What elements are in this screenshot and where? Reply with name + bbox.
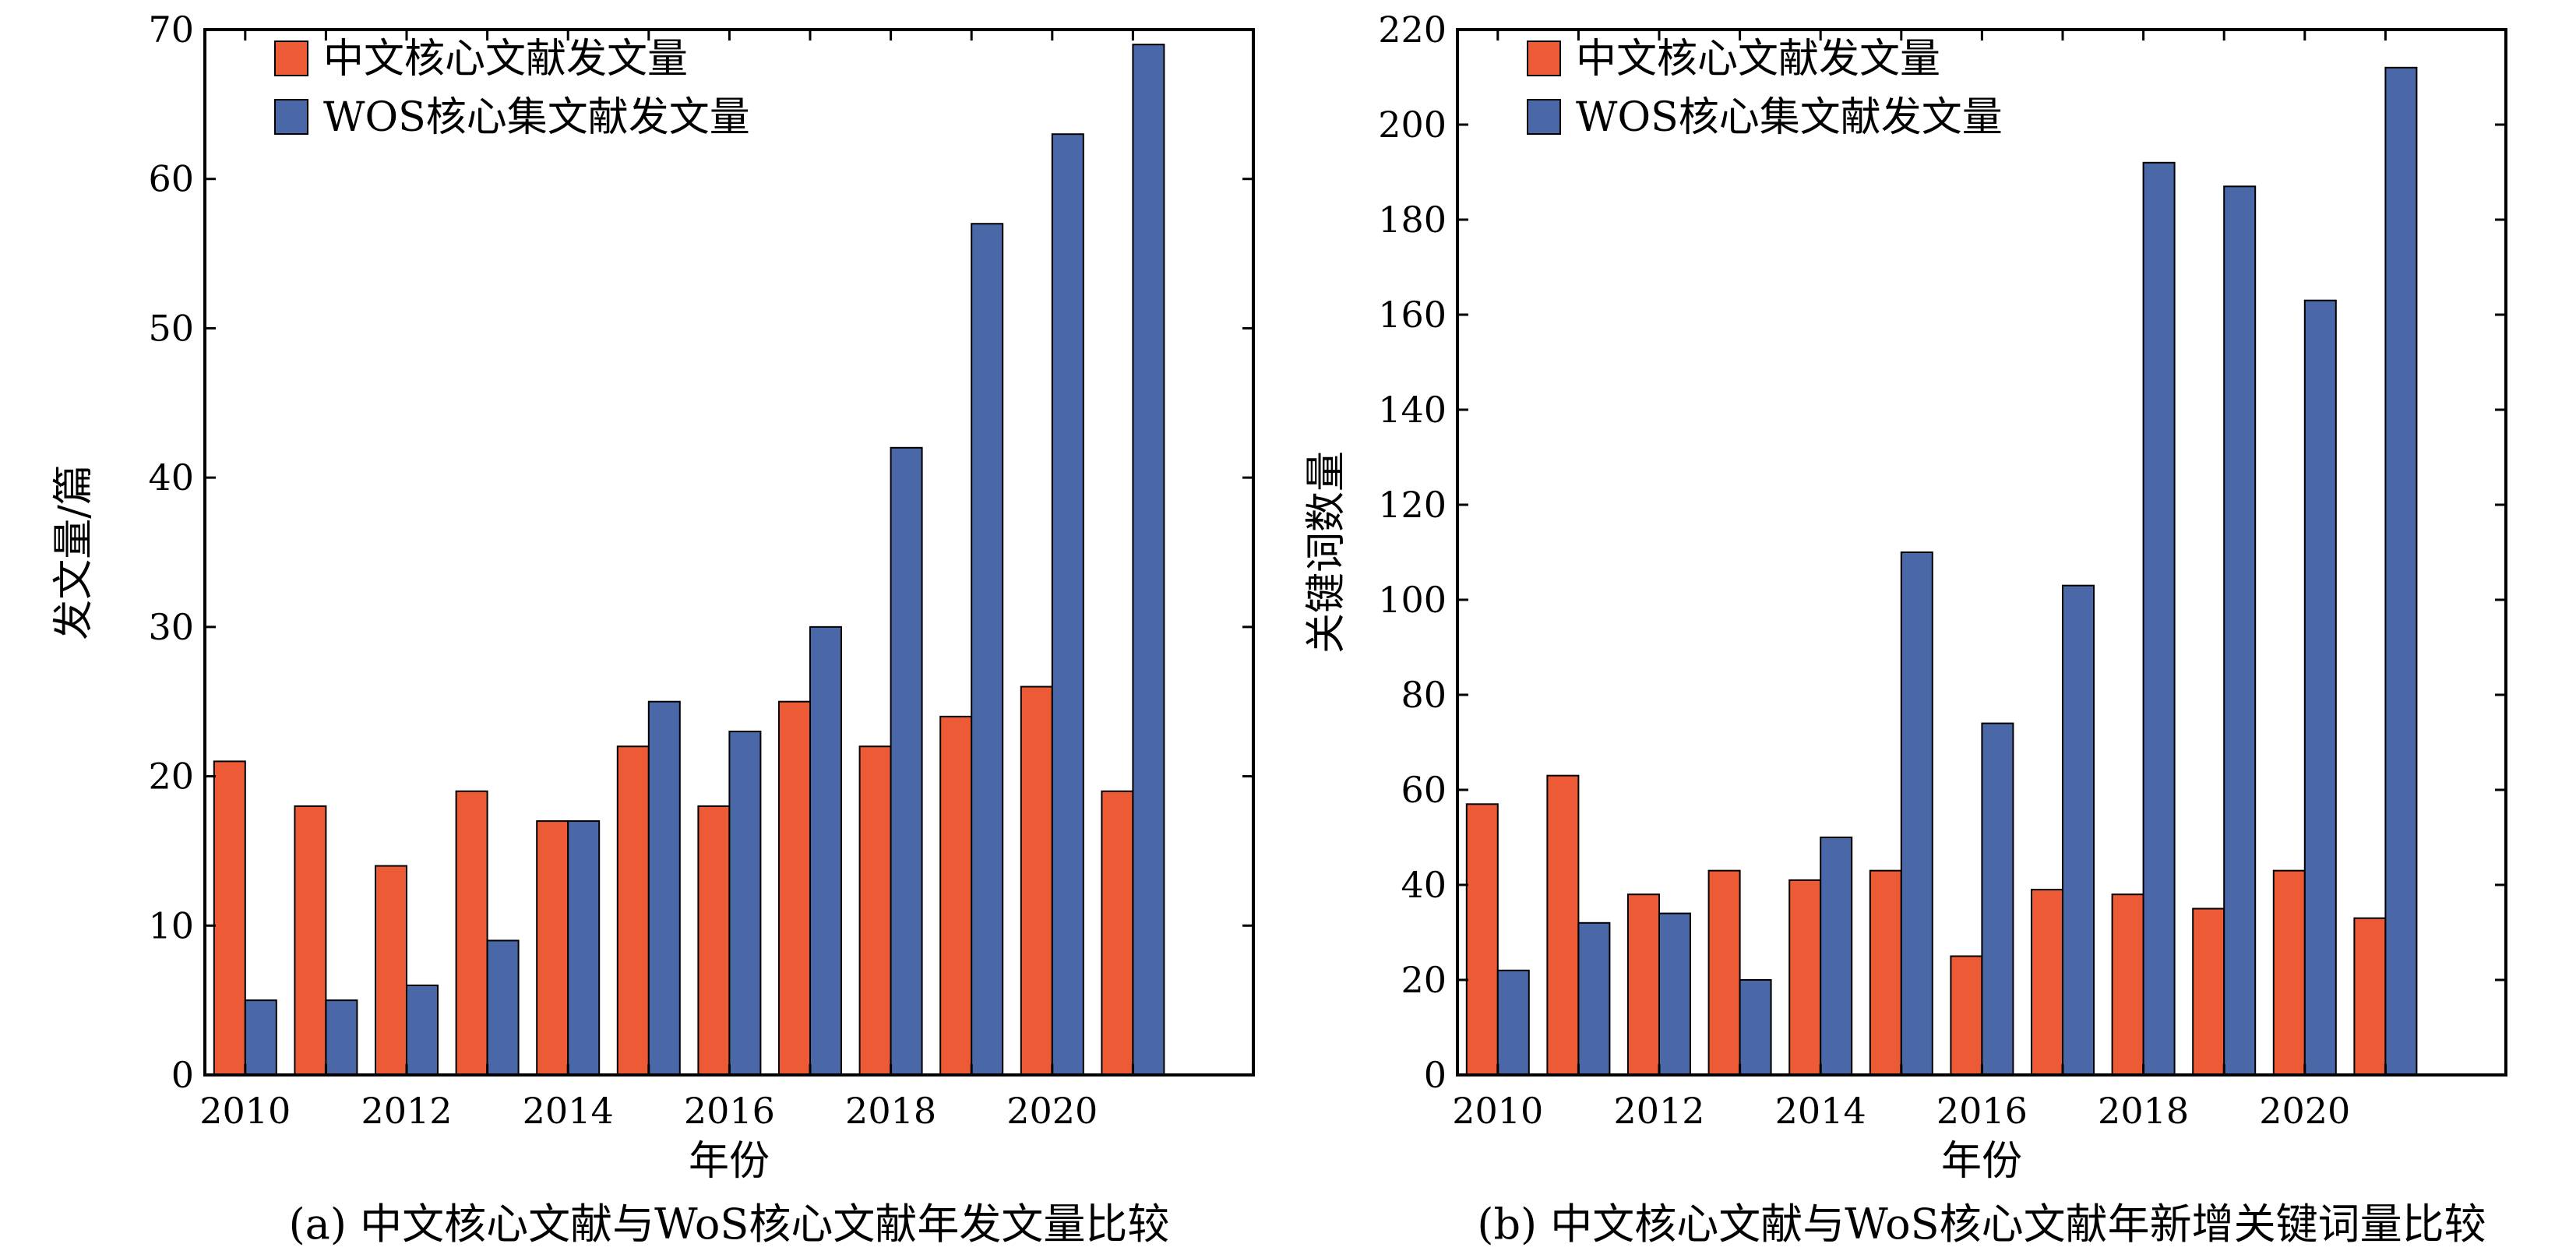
bar-wos-2021 — [2384, 66, 2418, 1076]
bar-wos-2012 — [1658, 912, 1691, 1076]
y-tick-label: 120 — [1378, 484, 1447, 526]
bar-cn-2015 — [616, 745, 650, 1076]
bar-cn-2011 — [1546, 774, 1580, 1076]
bar-wos-2014 — [567, 820, 601, 1076]
legend-swatch-cn — [1527, 41, 1561, 76]
x-tick-label-2020: 2020 — [1006, 1090, 1098, 1132]
y-axis-label: 关键词数量 — [1303, 451, 1350, 654]
y-tick-label: 40 — [148, 456, 194, 499]
bar-wos-2019 — [971, 223, 1004, 1077]
bar-wos-2016 — [728, 731, 762, 1076]
bar-wos-2010 — [1496, 969, 1530, 1077]
bar-wos-2013 — [1739, 979, 1772, 1076]
bar-wos-2019 — [2223, 185, 2257, 1076]
y-tick-label: 60 — [1401, 769, 1447, 811]
x-tick-label-2016: 2016 — [1936, 1090, 2028, 1132]
bar-cn-2017 — [778, 700, 811, 1076]
bar-cn-2016 — [1950, 955, 1983, 1076]
y-tick-label: 20 — [148, 756, 194, 798]
x-tick-label-2018: 2018 — [2098, 1090, 2189, 1132]
bar-cn-2012 — [1627, 893, 1660, 1076]
figure-caption: (b) 中文核心文献与WoS核心文献年新增关键词量比较 — [1477, 1200, 2486, 1249]
bar-cn-2017 — [2031, 889, 2063, 1076]
bar-cn-2018 — [858, 745, 892, 1076]
y-tick-label: 80 — [1401, 674, 1447, 716]
bar-cn-2010 — [213, 760, 246, 1077]
bar-cn-2018 — [2111, 893, 2144, 1076]
bar-wos-2018 — [2142, 161, 2176, 1076]
bar-wos-2013 — [486, 939, 520, 1077]
bar-cn-2019 — [939, 715, 973, 1077]
bar-wos-2012 — [406, 984, 439, 1077]
bar-wos-2017 — [809, 625, 842, 1076]
y-axis-label: 发文量/篇 — [51, 464, 97, 640]
y-tick-label: 60 — [148, 158, 194, 200]
x-tick-label-2012: 2012 — [361, 1090, 452, 1132]
bar-wos-2010 — [244, 999, 277, 1076]
bar-wos-2018 — [890, 446, 923, 1076]
y-tick-label: 0 — [1424, 1054, 1447, 1096]
x-tick-label-2016: 2016 — [684, 1090, 775, 1132]
x-tick-label-2018: 2018 — [845, 1090, 936, 1132]
bar-wos-2021 — [1132, 44, 1165, 1077]
bar-wos-2020 — [2303, 299, 2337, 1076]
y-tick-label: 50 — [148, 307, 194, 349]
y-tick-label: 20 — [1401, 959, 1447, 1001]
y-tick-label: 220 — [1378, 9, 1447, 51]
bar-cn-2016 — [697, 805, 731, 1077]
legend-label-cn: 中文核心文献发文量 — [323, 36, 688, 83]
y-tick-label: 0 — [171, 1054, 194, 1096]
y-tick-label: 40 — [1401, 864, 1447, 906]
y-tick-label: 140 — [1378, 389, 1447, 431]
legend-swatch-wos — [1527, 99, 1561, 135]
legend-label-wos: WOS核心集文献发文量 — [323, 94, 750, 141]
y-tick-label: 160 — [1378, 294, 1447, 336]
legend-swatch-wos — [274, 99, 308, 135]
bar-wos-2014 — [1820, 837, 1853, 1076]
y-tick-label: 100 — [1378, 579, 1447, 621]
x-tick-label-2020: 2020 — [2259, 1090, 2350, 1132]
x-tick-label-2010: 2010 — [199, 1090, 291, 1132]
y-tick-label: 70 — [148, 9, 194, 51]
x-tick-label-2014: 2014 — [1775, 1090, 1866, 1132]
x-axis-label: 年份 — [689, 1138, 770, 1185]
figure-caption: (a) 中文核心文献与WoS核心文献年发文量比较 — [289, 1200, 1170, 1249]
bar-cn-2019 — [2192, 907, 2225, 1076]
y-tick-label: 180 — [1378, 199, 1447, 241]
bar-wos-2020 — [1051, 133, 1084, 1077]
chart-a: 0 10 20 30 40 50 60 70 2010 2012 2014 2016 2018 2020 年… — [51, 9, 1255, 1249]
x-axis-label: 年份 — [1941, 1138, 2022, 1185]
bar-cn-2014 — [536, 820, 569, 1076]
bar-wos-2015 — [647, 700, 681, 1076]
x-tick-label-2010: 2010 — [1452, 1090, 1543, 1132]
y-tick-label: 10 — [148, 904, 194, 946]
bar-cn-2012 — [375, 865, 407, 1076]
legend-label-wos: WOS核心集文献发文量 — [1576, 94, 2003, 141]
bar-cn-2010 — [1465, 803, 1499, 1077]
bar-cn-2015 — [1869, 869, 1902, 1076]
x-tick-label-2012: 2012 — [1613, 1090, 1704, 1132]
x-tick-label-2014: 2014 — [523, 1090, 614, 1132]
bar-wos-2015 — [1900, 551, 1933, 1076]
bar-cn-2020 — [1020, 685, 1053, 1076]
bar-wos-2011 — [1577, 921, 1611, 1077]
y-tick-label: 200 — [1378, 104, 1447, 146]
bar-wos-2016 — [1981, 722, 2014, 1076]
legend-label-cn: 中文核心文献发文量 — [1576, 36, 1940, 83]
bar-cn-2014 — [1788, 879, 1822, 1077]
chart-b: 0 20 40 60 80 100 120 140 160 180 200 220 2010 2012 20… — [1303, 9, 2507, 1249]
bar-cn-2013 — [1707, 869, 1741, 1076]
bar-wos-2017 — [2062, 584, 2095, 1076]
bar-cn-2013 — [455, 790, 488, 1076]
bar-cn-2021 — [1101, 790, 1134, 1076]
bar-wos-2011 — [325, 999, 358, 1076]
legend-swatch-cn — [274, 41, 308, 76]
y-tick-label: 30 — [148, 606, 194, 648]
bar-cn-2021 — [2353, 917, 2387, 1076]
bar-cn-2020 — [2272, 869, 2306, 1076]
bar-cn-2011 — [294, 805, 327, 1077]
